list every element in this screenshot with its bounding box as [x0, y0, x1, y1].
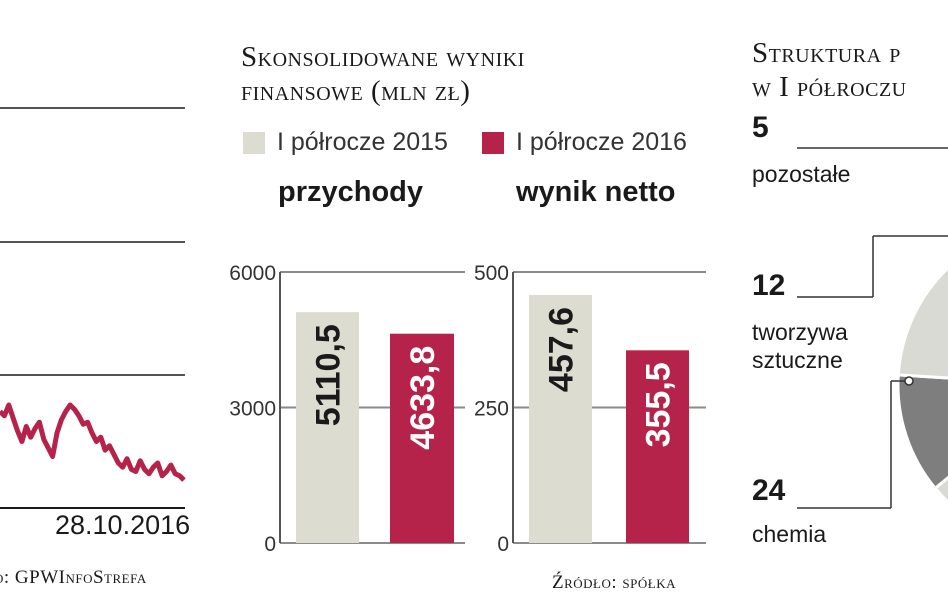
- pie-label-tworzywa-2: sztuczne: [752, 347, 843, 373]
- net-result-subtitle: wynik netto: [516, 176, 676, 208]
- line-chart-gridlines: [0, 107, 185, 509]
- legend-2016: I półrocze 2016: [482, 128, 687, 157]
- pie-value-pozostale: 5: [752, 111, 769, 144]
- pie-slice-chemia: [896, 265, 948, 380]
- legend-2015: I półrocze 2015: [243, 128, 448, 157]
- net-tick-label: 250: [474, 398, 509, 421]
- bar-charts: 0 3000 6000 5110,5 4633,8 0 250 500 457,6 355,5: [229, 262, 706, 556]
- pie-label-chemia: chemia: [752, 521, 827, 547]
- right-title-line1: Struktura p: [752, 37, 901, 69]
- revenue-tick-label: 3000: [229, 398, 276, 421]
- legend-2016-label: I półrocze 2016: [516, 128, 687, 156]
- line-chart: [0, 107, 186, 509]
- legend-2015-label: I półrocze 2015: [277, 128, 448, 156]
- net-bar-2016: [626, 350, 689, 543]
- bar-charts-group: 0 3000 6000 5110,5 4633,8 0 250 500 457,6 355,5: [229, 262, 706, 556]
- revenue-bar-2015: [296, 312, 359, 543]
- revenue-tick-label: 0: [264, 533, 276, 556]
- line-series: [0, 402, 186, 482]
- legend-2016-swatch: [482, 131, 504, 154]
- pie-chart: [797, 147, 948, 509]
- net-value-label-2016: 355,5: [640, 362, 678, 447]
- pie-value-tworzywa: 12: [752, 269, 786, 302]
- revenue-subtitle: przychody: [278, 176, 424, 208]
- net-tick-label: 500: [474, 262, 509, 285]
- line-chart-date-label: 28.10.2016: [55, 510, 191, 540]
- revenue-value-label-2016: 4633,8: [404, 346, 442, 450]
- revenue-bar-2016: [390, 333, 454, 543]
- pie-label-tworzywa-1: tworzywa: [752, 319, 848, 345]
- middle-title-line2: finansowe (mln zł): [241, 75, 471, 107]
- middle-title-line1: Skonsolidowane wyniki: [241, 41, 525, 73]
- pie-slice-tworzywa: [896, 373, 948, 491]
- right-title-line2: w I półroczu: [752, 71, 907, 103]
- revenue-value-label-2015: 5110,5: [310, 324, 348, 426]
- revenue-tick-label: 6000: [229, 262, 276, 285]
- leader-chemia-dot: [904, 376, 914, 386]
- legend-2015-swatch: [243, 131, 265, 154]
- net-value-label-2015: 457,6: [543, 307, 581, 392]
- net-tick-label: 0: [497, 533, 509, 556]
- middle-source: Źródło: spółka: [552, 572, 676, 593]
- pie-value-chemia: 24: [752, 474, 786, 507]
- pie-group: [797, 147, 948, 509]
- net-bar-2015: [529, 294, 592, 543]
- left-source: o: GPWInfoStrefa: [0, 567, 147, 588]
- pie-label-pozostale: pozostałe: [752, 161, 851, 187]
